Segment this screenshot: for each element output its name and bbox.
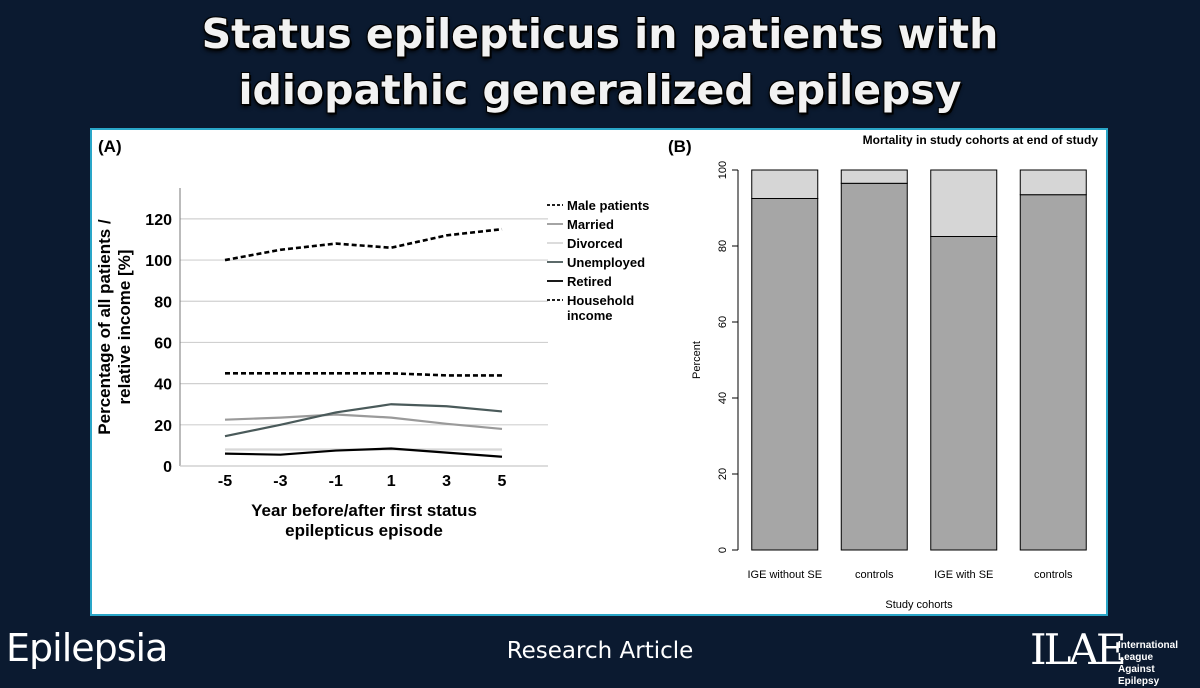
x-axis-label-line-1: Year before/after first status [251,501,477,520]
figure-panel: (A) 0 20 40 60 80 100 120 -5 -3 -1 1 3 5 Year before/a… [90,128,1108,616]
legend-label: Married [567,217,614,232]
y-tick-label-b: 40 [717,392,729,404]
logo-line-2: Against Epilepsy [1118,664,1160,687]
y-tick-label: 60 [154,335,172,352]
legend-label-income: income [567,308,613,323]
series-line-0 [225,372,502,377]
logo-mark: ILAE [1030,625,1127,674]
y-axis-label-b: Percent [691,341,703,379]
y-tick-label: 120 [145,212,172,229]
logo-line-1: International League [1118,640,1179,663]
bar-segment-1 [751,169,819,199]
x-tick-label: -1 [329,473,343,490]
y-tick-label-b: 0 [717,547,729,553]
y-tick-label-b: 60 [717,316,729,328]
y-tick-label-b: 20 [717,468,729,480]
chart-b-title: Mortality in study cohorts at end of stu… [863,133,1099,147]
bar-segment-0 [840,182,908,551]
x-tick-label: 3 [442,473,451,490]
legend-label: Unemployed [567,255,645,270]
ilae-logo: ILAE International League Against Epilep… [1030,625,1194,688]
article-type: Research Article [506,638,694,664]
series-line-4 [224,447,503,458]
x-tick-label: -3 [273,473,287,490]
y-axis-label-line-2: relative income [%] [115,250,134,405]
journal-name: Epilepsia [6,626,168,670]
bar-chart-b: (B) Mortality in study cohorts at end of … [668,133,1099,611]
bar-segment-1 [1019,169,1087,196]
y-tick-label: 40 [154,377,172,394]
legend-label: Retired [567,274,612,289]
x-tick-label: 5 [498,473,507,490]
y-tick-label: 100 [145,253,172,270]
bar-segment-1 [930,169,998,237]
y-tick-label-b: 100 [717,161,729,179]
series-line-1 [224,413,503,431]
y-axis-label-line-1: Percentage of all patients / [95,219,114,435]
panel-label-b: (B) [668,137,692,156]
logo-text: International League Against Epilepsy [1118,640,1194,688]
y-tick-label: 20 [154,418,172,435]
title-line-2: idiopathic generalized epilepsy [238,66,962,114]
y-tick-label-b: 80 [717,240,729,252]
x-tick-label-b: controls [855,569,894,581]
title-line-1: Status epilepticus in patients with [201,10,999,58]
x-tick-label: -5 [218,473,232,490]
slide-title: Status epilepticus in patients with idio… [0,6,1200,118]
legend-label: Male patients [567,198,649,213]
bar-segment-0 [751,198,819,551]
x-tick-label-b: IGE without SE [747,569,822,581]
bar-segment-1 [840,169,908,184]
y-tick-label: 80 [154,294,172,311]
series-line-3 [224,403,503,438]
panel-label-a: (A) [98,137,122,156]
x-axis-label-line-2: epilepticus episode [285,521,443,540]
bar-segment-0 [930,236,998,551]
y-tick-label: 0 [163,459,172,476]
bar-segment-0 [1019,194,1087,551]
legend-label-household: Household [567,293,634,308]
x-tick-label: 1 [387,473,396,490]
x-tick-label-b: IGE with SE [934,569,993,581]
series-line-5 [224,227,503,262]
x-axis-label-b: Study cohorts [885,599,953,611]
legend-label: Divorced [567,236,623,251]
x-tick-label-b: controls [1034,569,1073,581]
line-chart-a: (A) 0 20 40 60 80 100 120 -5 -3 -1 1 3 5 Year before/a… [95,137,649,540]
